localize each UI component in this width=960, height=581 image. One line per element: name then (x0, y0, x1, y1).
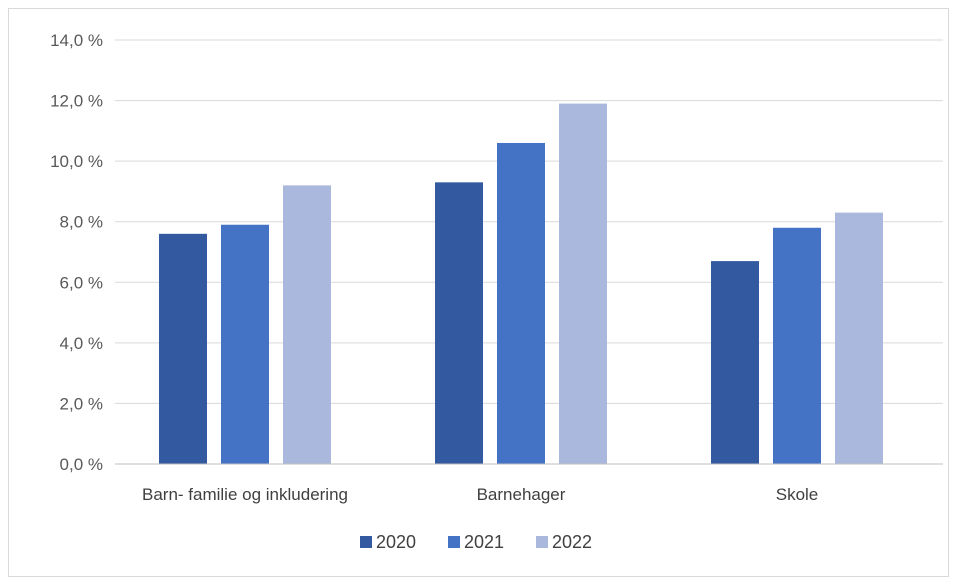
legend-swatch-2022 (536, 536, 548, 548)
legend-swatch-2020 (360, 536, 372, 548)
bar-2022 (835, 212, 883, 464)
bar-2020 (711, 261, 759, 464)
legend: 2020 2021 2022 (360, 532, 592, 552)
bar-2021 (221, 224, 269, 464)
legend-label-2020: 2020 (376, 532, 416, 552)
y-tick-label: 10,0 % (50, 152, 103, 171)
bar-2022 (559, 103, 607, 464)
category-label: Barnehager (477, 485, 566, 504)
bar-2020 (159, 233, 207, 464)
bar-2021 (497, 142, 545, 464)
bars (159, 103, 883, 465)
y-axis-ticks: 0,0 % 2,0 % 4,0 % 6,0 % 8,0 % 10,0 % 12,0 % 14,… (50, 31, 103, 474)
bar-2021 (773, 227, 821, 464)
y-tick-label: 14,0 % (50, 31, 103, 50)
category-label: Barn- familie og inkludering (142, 485, 348, 504)
category-label: Skole (776, 485, 819, 504)
category-labels: Barn- familie og inkludering Barnehager Sk… (142, 485, 818, 504)
y-tick-label: 6,0 % (60, 273, 103, 292)
y-tick-label: 12,0 % (50, 92, 103, 111)
y-tick-label: 0,0 % (60, 455, 103, 474)
bar-2020 (435, 182, 483, 465)
legend-label-2021: 2021 (464, 532, 504, 552)
bar-2022 (283, 185, 331, 464)
y-tick-label: 8,0 % (60, 213, 103, 232)
y-tick-label: 4,0 % (60, 334, 103, 353)
legend-swatch-2021 (448, 536, 460, 548)
legend-label-2022: 2022 (552, 532, 592, 552)
y-tick-label: 2,0 % (60, 394, 103, 413)
